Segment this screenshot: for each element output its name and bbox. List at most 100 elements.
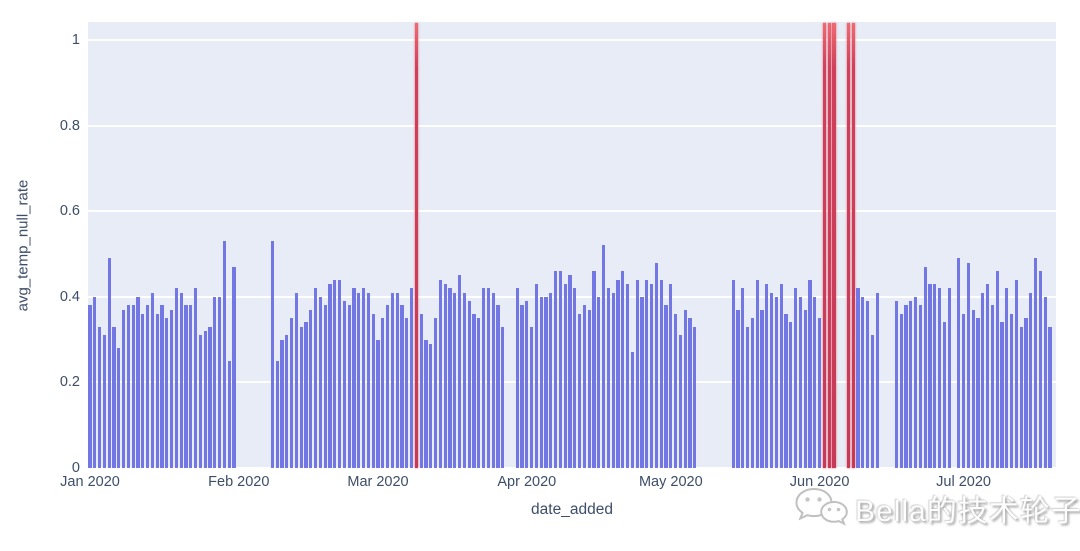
bar xyxy=(189,305,193,468)
bar xyxy=(169,309,174,468)
bar xyxy=(337,279,342,468)
x-tick-label: Jul 2020 xyxy=(936,474,991,490)
bar xyxy=(141,313,145,468)
bar xyxy=(942,322,947,468)
bar xyxy=(400,305,404,468)
bar xyxy=(467,301,471,468)
bar xyxy=(582,305,587,468)
bar xyxy=(318,296,323,468)
bar xyxy=(793,288,798,468)
x-tick-label: Mar 2020 xyxy=(347,474,409,490)
bar xyxy=(1038,271,1043,468)
bar xyxy=(673,313,678,468)
bar xyxy=(371,313,375,468)
bar xyxy=(606,288,611,468)
anomaly-bar xyxy=(851,22,855,468)
bar xyxy=(865,301,870,468)
y-tick-label: 0.4 xyxy=(59,288,80,305)
bar xyxy=(342,301,347,468)
bar xyxy=(736,309,740,468)
bar xyxy=(961,313,966,468)
anomaly-bar xyxy=(822,22,827,468)
bar xyxy=(539,296,543,468)
bar xyxy=(501,326,505,468)
bar xyxy=(875,292,879,468)
bar xyxy=(894,301,899,468)
bar xyxy=(981,292,985,468)
bar xyxy=(683,309,687,468)
bar xyxy=(611,292,615,468)
bar xyxy=(745,326,750,468)
y-tick-label: 1 xyxy=(71,32,80,48)
bar xyxy=(462,292,467,468)
bar xyxy=(429,343,433,468)
bar xyxy=(126,305,131,468)
bar xyxy=(558,271,563,468)
bar xyxy=(88,305,92,468)
x-tick-label: Jan 2020 xyxy=(60,474,120,490)
bar xyxy=(208,326,212,468)
bar xyxy=(755,279,759,468)
y-tick-label: 0 xyxy=(71,460,80,476)
bar xyxy=(117,348,121,468)
bar xyxy=(313,288,318,468)
bar xyxy=(227,361,231,468)
bar xyxy=(184,305,188,468)
gridline xyxy=(88,295,1056,298)
gridline xyxy=(88,467,1056,469)
bar xyxy=(563,283,567,468)
bar xyxy=(645,279,649,468)
bar xyxy=(304,322,308,468)
bar xyxy=(784,313,788,468)
bar xyxy=(448,288,452,468)
bar xyxy=(213,296,217,468)
bar xyxy=(217,296,222,468)
bar xyxy=(529,326,534,468)
bar xyxy=(769,292,774,468)
bar xyxy=(933,283,937,468)
bar xyxy=(678,335,683,468)
bar xyxy=(688,318,692,468)
bar xyxy=(640,296,644,468)
bar xyxy=(630,352,635,468)
bar xyxy=(366,292,371,468)
bar xyxy=(856,288,860,468)
bar xyxy=(457,275,462,468)
bar xyxy=(477,318,481,468)
bar xyxy=(808,279,812,468)
bar xyxy=(947,288,951,468)
bar xyxy=(520,305,524,468)
bar xyxy=(198,335,203,468)
bar xyxy=(328,283,332,468)
bar xyxy=(299,326,303,468)
bar xyxy=(294,292,299,468)
bar xyxy=(760,309,764,468)
watermark-text: Bella的技术轮子 xyxy=(855,495,1080,528)
bar xyxy=(453,292,457,468)
bar xyxy=(405,318,409,468)
bar xyxy=(765,283,769,468)
bar xyxy=(438,279,443,468)
x-tick-label: May 2020 xyxy=(638,474,703,490)
bar xyxy=(597,296,601,468)
x-axis-title: date_added xyxy=(531,501,613,518)
anomaly-bar xyxy=(414,22,419,468)
bar xyxy=(491,292,495,468)
bar xyxy=(232,266,236,468)
bar xyxy=(395,292,399,468)
bar xyxy=(621,271,625,468)
bar xyxy=(333,279,337,468)
bar xyxy=(102,335,107,468)
bar xyxy=(789,322,793,468)
bar xyxy=(966,262,971,468)
bar xyxy=(664,305,668,468)
bar xyxy=(472,313,476,468)
bar xyxy=(798,296,803,468)
bar xyxy=(280,339,284,468)
bar xyxy=(347,305,351,468)
bar xyxy=(990,305,995,468)
bar xyxy=(817,318,822,468)
bar xyxy=(592,271,596,468)
bar xyxy=(496,305,500,468)
